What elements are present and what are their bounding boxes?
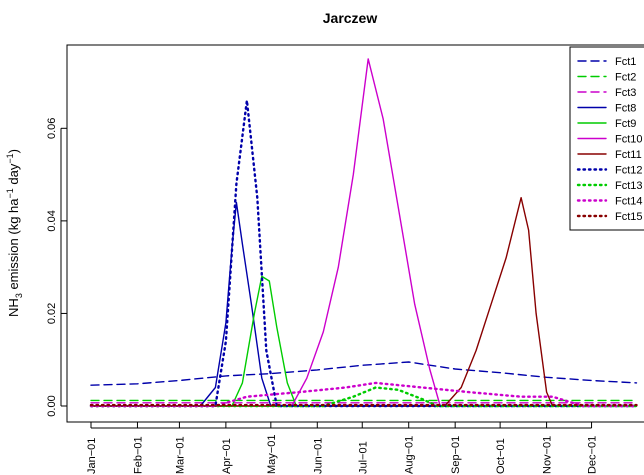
x-tick-label: Jun−01 [312,438,324,474]
x-tick-label: Mar−01 [174,436,186,474]
series-line-fct1 [90,361,638,386]
x-tick-label: Oct−01 [495,438,507,474]
legend-label: Fct15 [615,211,643,223]
legend-label: Fct2 [615,72,636,84]
x-tick-label: Feb−01 [132,436,144,474]
x-tick-label: Aug−01 [404,436,416,474]
x-tick-label: Nov−01 [542,436,554,474]
x-tick-label: Jan−01 [86,438,98,474]
legend-label: Fct8 [615,103,636,115]
legend-label: Fct3 [615,87,636,99]
legend-label: Fct14 [615,196,643,208]
legend-label: Fct13 [615,180,643,192]
legend-label: Fct11 [615,149,642,161]
legend-label: Fct10 [615,134,643,146]
series-line-fct10 [90,58,638,407]
series-line-fct9 [90,275,638,407]
x-tick-label: May−01 [266,435,278,474]
plot-frame [66,44,644,423]
y-tick-label: 0.02 [46,303,58,324]
y-tick-label: 0.04 [46,210,58,231]
x-tick-label: Apr−01 [221,438,233,474]
y-tick-label: 0.06 [46,118,58,139]
y-tick-label: 0.00 [46,395,58,416]
x-tick-label: Dec−01 [587,436,599,474]
series-layer [89,58,638,408]
x-tick-label: Sep−01 [450,436,462,474]
series-line-fct12 [89,99,638,408]
series-line-fct14 [89,381,638,408]
x-tick-label: Jul−01 [357,441,369,474]
series-line-fct8 [90,201,638,407]
legend-label: Fct1 [615,56,636,68]
legend: Fct1 Fct2 Fct3 Fct8 Fct9 Fct10 Fct11 Fct12 Fct13… [569,46,644,231]
legend-label: Fct12 [615,165,643,177]
axes: Jan−01 Feb−01 Mar−01 Apr−01 May−01 Jun−01 Jul−… [46,118,599,474]
legend-label: Fct9 [615,118,636,130]
series-line-fct11 [90,196,638,407]
chart-title: Jarczew [323,10,378,26]
y-axis-title: NH3 emission (kg ha−1 day−1) [5,149,24,317]
